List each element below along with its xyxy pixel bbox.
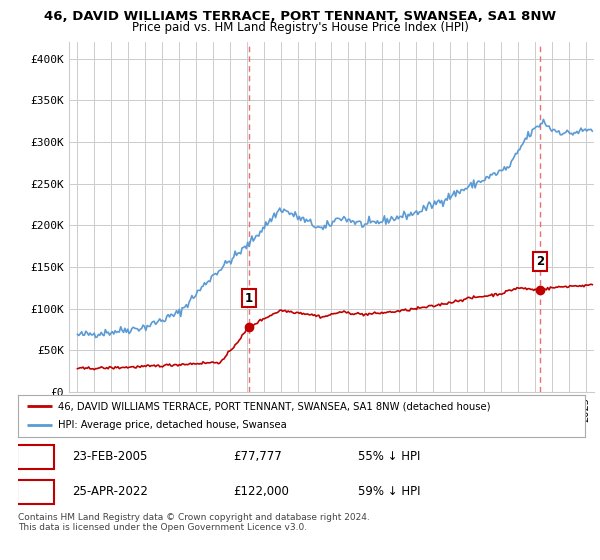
Text: 46, DAVID WILLIAMS TERRACE, PORT TENNANT, SWANSEA, SA1 8NW (detached house): 46, DAVID WILLIAMS TERRACE, PORT TENNANT…: [58, 401, 490, 411]
Text: 23-FEB-2005: 23-FEB-2005: [72, 450, 147, 463]
Text: 46, DAVID WILLIAMS TERRACE, PORT TENNANT, SWANSEA, SA1 8NW: 46, DAVID WILLIAMS TERRACE, PORT TENNANT…: [44, 10, 556, 23]
Text: 25-APR-2022: 25-APR-2022: [72, 486, 148, 498]
FancyBboxPatch shape: [17, 445, 54, 469]
Text: 1: 1: [245, 292, 253, 305]
Text: 55% ↓ HPI: 55% ↓ HPI: [358, 450, 421, 463]
Text: Contains HM Land Registry data © Crown copyright and database right 2024.
This d: Contains HM Land Registry data © Crown c…: [18, 513, 370, 533]
FancyBboxPatch shape: [17, 480, 54, 504]
Text: 1: 1: [31, 452, 39, 461]
Text: Price paid vs. HM Land Registry's House Price Index (HPI): Price paid vs. HM Land Registry's House …: [131, 21, 469, 34]
Text: £122,000: £122,000: [233, 486, 289, 498]
Text: £77,777: £77,777: [233, 450, 282, 463]
Text: HPI: Average price, detached house, Swansea: HPI: Average price, detached house, Swan…: [58, 421, 286, 431]
Text: 2: 2: [536, 255, 544, 268]
Text: 59% ↓ HPI: 59% ↓ HPI: [358, 486, 421, 498]
Text: 2: 2: [31, 487, 39, 497]
